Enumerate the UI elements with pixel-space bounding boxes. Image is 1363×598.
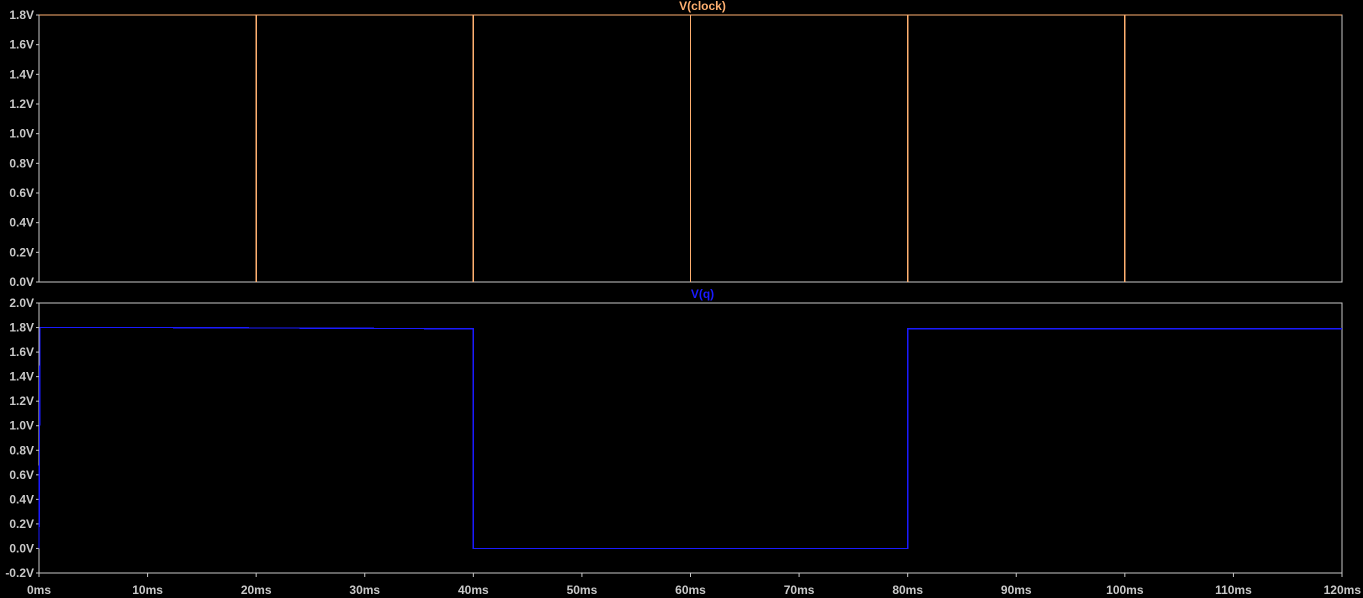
q-trace-title[interactable]: V(q) xyxy=(691,287,714,301)
clock-trace-line xyxy=(39,14,1342,282)
x-tick-label: 40ms xyxy=(458,583,489,597)
x-tick-label: 50ms xyxy=(567,583,598,597)
q-y-tick-label: 2.0V xyxy=(9,296,34,310)
q-y-tick-label: 0.0V xyxy=(9,541,34,555)
x-tick-label: 110ms xyxy=(1215,583,1252,597)
q-y-tick-label: 1.2V xyxy=(9,394,34,408)
q-y-tick-label: 0.2V xyxy=(9,517,34,531)
x-tick-label: 70ms xyxy=(784,583,815,597)
x-tick-label: 60ms xyxy=(675,583,706,597)
clock-y-tick-label: 1.8V xyxy=(9,8,34,22)
x-tick-label: 120ms xyxy=(1324,583,1362,597)
time-axis: 0ms 10ms 20ms 30ms 40ms 50ms 60ms 70ms 80ms 90ms 1… xyxy=(27,573,1361,597)
q-y-tick-label: 1.4V xyxy=(9,370,34,384)
q-plot-frame xyxy=(38,302,1343,574)
clock-plot-pane[interactable]: V(clock) 0.0V 0.2V 0.4V 0.6V 0.8V 1.0V 1.2V 1.4V… xyxy=(9,0,1343,289)
q-y-tick-label: -0.2V xyxy=(5,566,34,580)
q-y-tick-label: 0.6V xyxy=(9,468,34,482)
clock-y-tick-label: 0.8V xyxy=(9,156,34,170)
q-y-tick-label: 1.6V xyxy=(9,345,34,359)
x-tick-label: 100ms xyxy=(1106,583,1144,597)
q-trace-line xyxy=(38,326,1342,550)
clock-y-tick-label: 1.0V xyxy=(9,127,34,141)
q-y-tick-label: 0.8V xyxy=(9,443,34,457)
x-tick-label: 0ms xyxy=(27,583,51,597)
x-tick-label: 20ms xyxy=(241,583,272,597)
clock-y-tick-label: 0.2V xyxy=(9,245,34,259)
clock-y-tick-label: 0.6V xyxy=(9,186,34,200)
clock-y-tick-label: 0.0V xyxy=(9,275,34,289)
x-tick-label: 30ms xyxy=(349,583,380,597)
x-tick-label: 80ms xyxy=(892,583,923,597)
x-tick-label: 10ms xyxy=(132,583,163,597)
q-y-tick-label: 1.8V xyxy=(9,321,34,335)
clock-y-tick-label: 1.2V xyxy=(9,97,34,111)
clock-y-tick-label: 1.4V xyxy=(9,67,34,81)
x-tick-label: 90ms xyxy=(1001,583,1032,597)
q-y-tick-label: 1.0V xyxy=(9,419,34,433)
clock-trace-title[interactable]: V(clock) xyxy=(679,0,726,13)
clock-y-tick-label: 1.6V xyxy=(9,38,34,52)
clock-y-tick-label: 0.4V xyxy=(9,216,34,230)
q-y-tick-label: 0.4V xyxy=(9,492,34,506)
q-plot-pane[interactable]: V(q) -0.2V 0.0V 0.2V 0.4V 0.6V 0.8V 1.0V 1.2V 1.4… xyxy=(5,287,1343,580)
